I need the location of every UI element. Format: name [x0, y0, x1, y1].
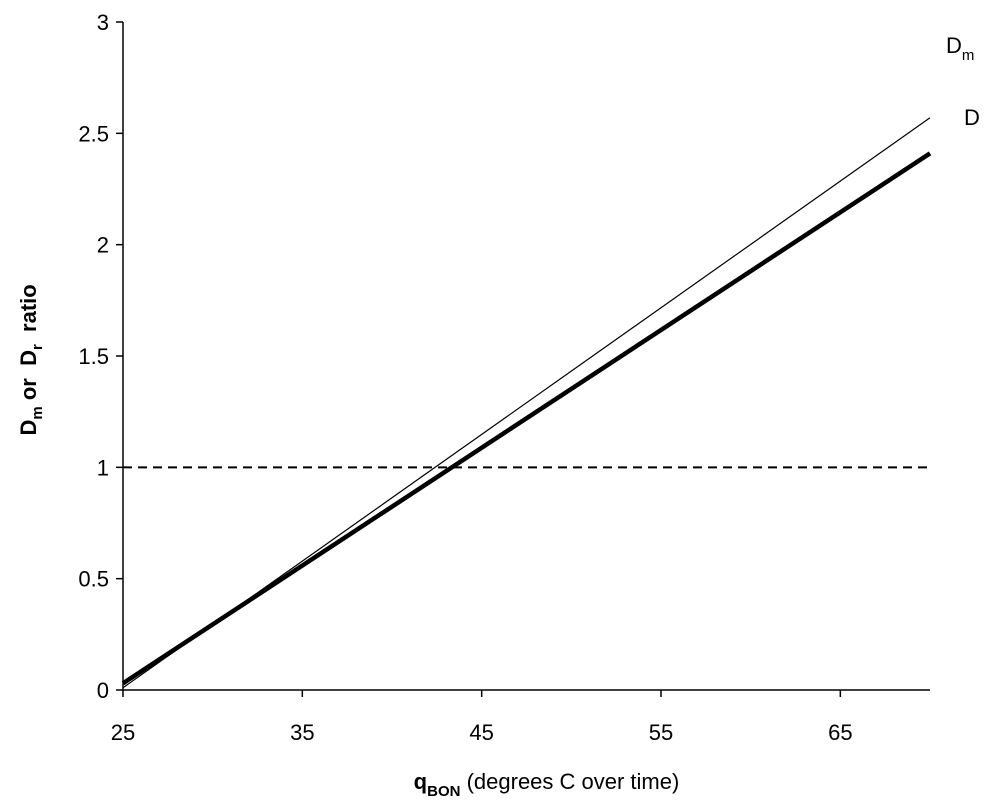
y-axis-title-b-sub: r	[29, 344, 46, 350]
plot-lines	[121, 117, 932, 689]
y-tick-label: 1	[97, 455, 109, 480]
ticks: 0 0.5 1 1.5 2 2.5 3 25 35 45 55 65	[78, 10, 852, 745]
x-axis-title: qBON (degrees C over time)	[414, 769, 680, 800]
y-tick-label: 2	[97, 233, 109, 258]
series-label-2: D	[964, 105, 980, 130]
axes	[122, 22, 930, 691]
x-tick-label: 45	[469, 720, 493, 745]
x-tick-label: 55	[649, 720, 673, 745]
y-axis-title-b: D	[16, 350, 41, 366]
series-label-1: Dm	[946, 33, 974, 64]
y-tick-label: 0.5	[78, 567, 109, 592]
x-tick-label: 65	[828, 720, 852, 745]
x-axis-title-subscript: BON	[427, 783, 460, 800]
y-axis-title-end: ratio	[16, 284, 41, 344]
x-axis-title-rest: (degrees C over time)	[460, 769, 679, 794]
x-tick-label: 25	[111, 720, 135, 745]
series-labels: Dm D	[946, 33, 980, 130]
y-axis-title-a-sub: m	[29, 406, 46, 419]
x-axis-title-symbol: q	[414, 769, 427, 794]
y-axis-title-mid: or	[16, 366, 41, 406]
x-tick-label: 35	[290, 720, 314, 745]
y-tick-label: 3	[97, 10, 109, 35]
y-axis-title: Dm or Dr ratio	[16, 266, 46, 466]
y-tick-label: 1.5	[78, 344, 109, 369]
series-line-2	[121, 151, 932, 686]
y-axis-title-a: D	[16, 420, 41, 436]
y-tick-label: 2.5	[78, 121, 109, 146]
y-tick-label: 0	[97, 678, 109, 703]
